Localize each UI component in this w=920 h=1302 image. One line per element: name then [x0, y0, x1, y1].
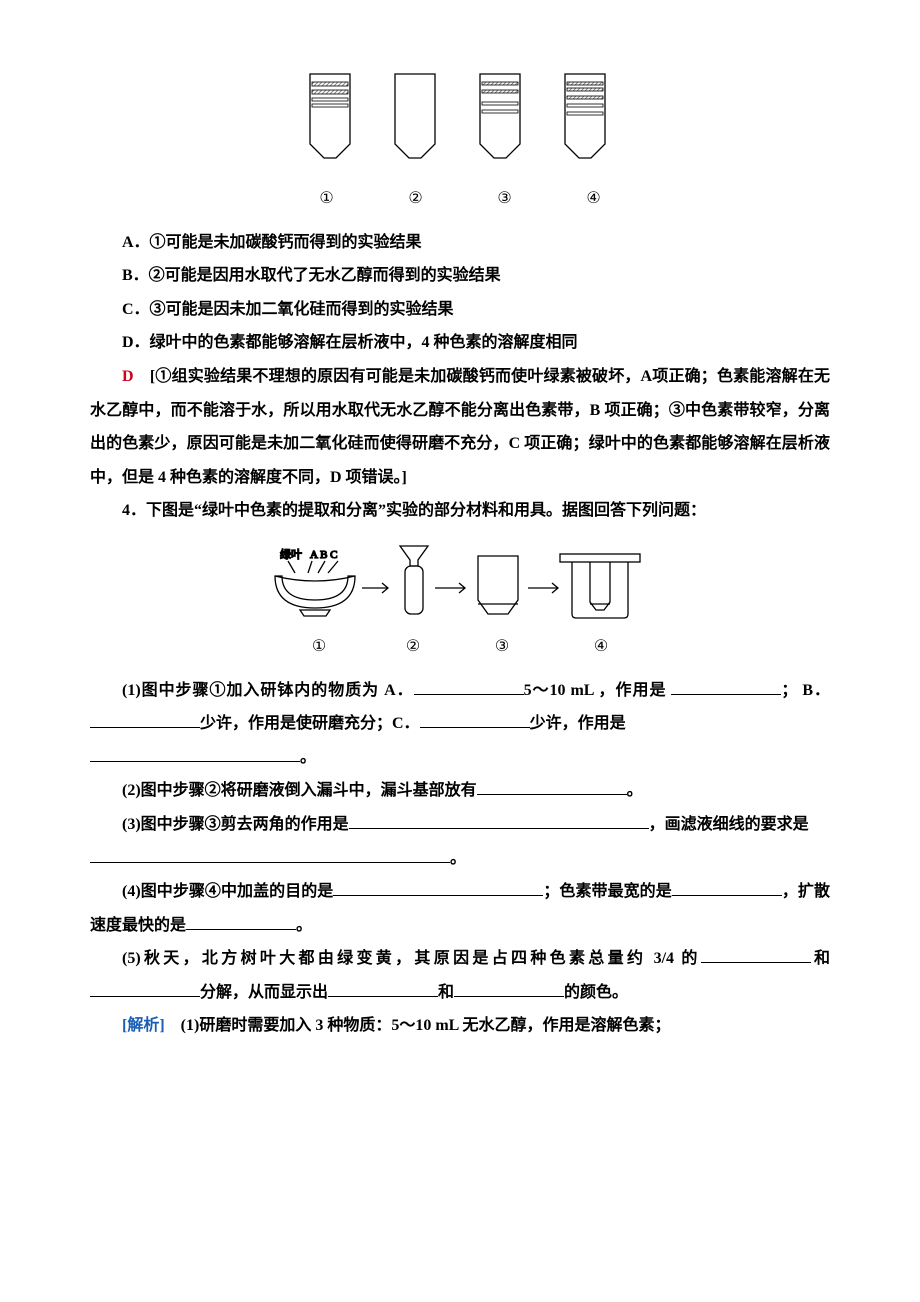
- figure1-label-4: ④: [551, 182, 636, 216]
- q4-sub3: (3)图中步骤③剪去两角的作用是 ，画滤液细线的要求是: [90, 808, 830, 842]
- option-b: B．②可能是因用水取代了无水乙醇而得到的实验结果: [90, 259, 830, 293]
- blank: [90, 711, 200, 728]
- figure1-label-1: ①: [284, 182, 369, 216]
- figure2-label-3: ③: [457, 630, 547, 664]
- figure-procedure: 绿叶 A B C: [90, 538, 830, 664]
- q4-sub2-pre: (2)图中步骤②将研磨液倒入漏斗中，漏斗基部放有: [122, 782, 477, 799]
- blank: [90, 745, 300, 762]
- q4-sub4-end: 。: [296, 917, 312, 934]
- blank: [349, 812, 649, 829]
- mortar-right-label: A B C: [310, 549, 338, 561]
- blank: [701, 946, 811, 963]
- q4-sub5-mid1: 和: [811, 950, 830, 967]
- q4-sub1-line2: 。: [90, 741, 830, 775]
- q4-sub5-mid3: 和: [438, 984, 454, 1001]
- mortar-left-label: 绿叶: [280, 547, 302, 561]
- figure2-label-4: ④: [551, 630, 651, 664]
- answer-text: [①组实验结果不理想的原因有可能是未加碳酸钙而使叶绿素被破坏，A项正确；色素能溶…: [90, 368, 830, 486]
- analysis-label: [解析]: [122, 1017, 165, 1034]
- blank: [90, 980, 200, 997]
- figure1-label-3: ③: [462, 182, 547, 216]
- q4-sub5-mid2: 分解，从而显示出: [200, 984, 328, 1001]
- blank: [333, 879, 543, 896]
- strips-svg: [290, 70, 630, 180]
- blank: [186, 913, 296, 930]
- q4-sub4-pre: (4)图中步骤④中加盖的目的是: [122, 883, 333, 900]
- q4-sub5-pre: (5)秋天，北方树叶大都由绿变黄，其原因是占四种色素总量约 3/4 的: [122, 950, 701, 967]
- q4-sub3-line2: 。: [90, 842, 830, 876]
- q4-sub1-pre: (1)图中步骤①加入研钵内的物质为 A．: [122, 682, 414, 699]
- figure2-labels: ① ② ③ ④: [90, 630, 830, 664]
- option-c: C．③可能是因未加二氧化硅而得到的实验结果: [90, 293, 830, 327]
- blank: [414, 678, 524, 695]
- q4-sub1-mid2: ； B．: [781, 682, 830, 699]
- procedure-svg: 绿叶 A B C: [260, 538, 660, 628]
- figure1-label-2: ②: [373, 182, 458, 216]
- q4-sub3-end: 。: [450, 850, 466, 867]
- option-d: D．绿叶中的色素都能够溶解在层析液中，4 种色素的溶解度相同: [90, 326, 830, 360]
- q4-sub5-end: 的颜色。: [564, 984, 628, 1001]
- q4-sub2: (2)图中步骤②将研磨液倒入漏斗中，漏斗基部放有 。: [90, 774, 830, 808]
- q4-sub5: (5)秋天，北方树叶大都由绿变黄，其原因是占四种色素总量约 3/4 的和分解，从…: [90, 942, 830, 1009]
- blank: [90, 846, 450, 863]
- q4-sub1-mid3: 少许，作用是使研磨充分；C．: [200, 715, 420, 732]
- q4-stem: 4．下图是“绿叶中色素的提取和分离”实验的部分材料和用具。据图回答下列问题：: [90, 494, 830, 528]
- q4-sub1-mid1: 5～10 mL ，作用是: [524, 682, 667, 699]
- q4-sub3-pre: (3)图中步骤③剪去两角的作用是: [122, 816, 349, 833]
- analysis-text: (1)研磨时需要加入 3 种物质：5～10 mL 无水乙醇，作用是溶解色素；: [165, 1017, 671, 1034]
- blank: [420, 711, 530, 728]
- blank: [454, 980, 564, 997]
- blank: [328, 980, 438, 997]
- figure2-label-2: ②: [373, 630, 453, 664]
- figure2-label-1: ①: [269, 630, 369, 664]
- q4-sub1: (1)图中步骤①加入研钵内的物质为 A． 5～10 mL ，作用是 ； B． 少许，…: [90, 674, 830, 741]
- answer-paragraph: D [①组实验结果不理想的原因有可能是未加碳酸钙而使叶绿素被破坏，A项正确；色素…: [90, 360, 830, 494]
- answer-key: D: [122, 368, 134, 385]
- blank: [477, 778, 627, 795]
- figure-chromatography-strips: ① ② ③ ④: [90, 70, 830, 216]
- option-a: A．①可能是未加碳酸钙而得到的实验结果: [90, 226, 830, 260]
- analysis-paragraph: [解析] (1)研磨时需要加入 3 种物质：5～10 mL 无水乙醇，作用是溶解…: [90, 1009, 830, 1043]
- q4-sub2-end: 。: [627, 782, 643, 799]
- blank: [672, 879, 782, 896]
- q4-sub1-end: 。: [300, 749, 316, 766]
- q4-sub4-mid: ；色素带最宽的是: [543, 883, 671, 900]
- q4-sub3-mid: ，画滤液细线的要求是: [649, 816, 809, 833]
- blank: [671, 678, 781, 695]
- q4-sub4: (4)图中步骤④中加盖的目的是；色素带最宽的是，扩散速度最快的是。: [90, 875, 830, 942]
- figure1-labels: ① ② ③ ④: [90, 182, 830, 216]
- q4-sub1-mid4: 少许，作用是: [530, 715, 626, 732]
